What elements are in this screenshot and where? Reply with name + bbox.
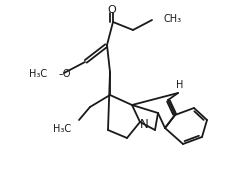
Text: CH₃: CH₃ (163, 14, 181, 24)
Text: H₃C: H₃C (29, 69, 47, 79)
Text: N: N (139, 118, 148, 130)
Text: O: O (107, 5, 116, 15)
Text: H: H (176, 80, 183, 90)
Text: H₃C: H₃C (53, 124, 71, 134)
Text: –O: –O (59, 69, 71, 79)
